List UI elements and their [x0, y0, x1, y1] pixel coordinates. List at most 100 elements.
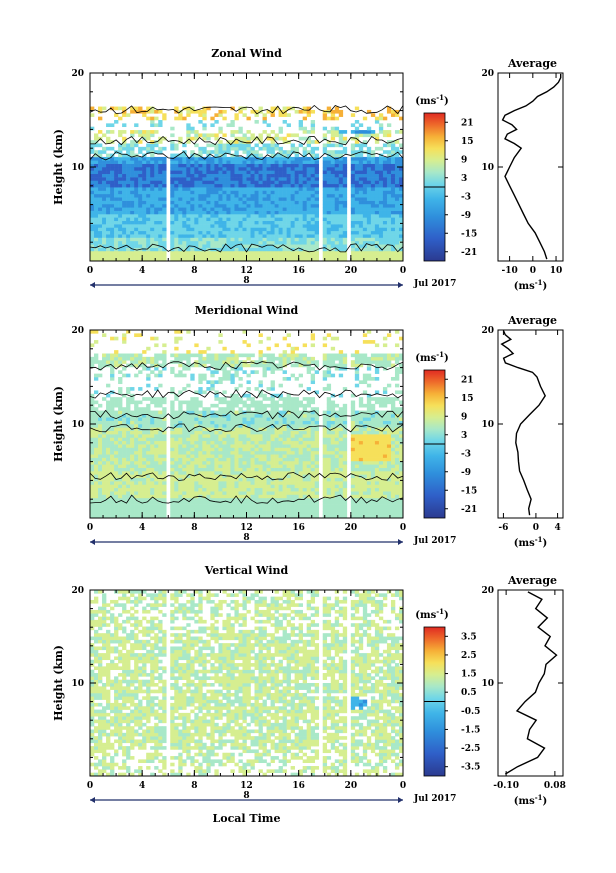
heatmap-cell	[202, 427, 207, 432]
heatmap-cell	[222, 407, 227, 411]
heatmap-cell	[182, 514, 187, 519]
heatmap-cell	[206, 234, 211, 238]
heatmap-cell	[114, 156, 119, 161]
heatmap-cell	[298, 177, 303, 181]
heatmap-cell	[234, 244, 239, 248]
heatmap-cell	[230, 477, 235, 482]
heatmap-cell	[394, 244, 400, 248]
heatmap-cell	[174, 437, 179, 442]
heatmap-cell	[382, 170, 388, 175]
heatmap-cell	[158, 214, 163, 218]
heatmap-cell	[382, 230, 388, 235]
heatmap-cell	[294, 227, 299, 232]
heatmap-cell	[118, 200, 123, 205]
heatmap-cell	[274, 366, 279, 371]
heatmap-cell	[182, 366, 187, 371]
heatmap-cell	[374, 133, 380, 138]
heatmap-cell	[134, 197, 139, 201]
heatmap-cell	[306, 143, 311, 148]
heatmap-cell	[154, 234, 159, 238]
heatmap-cell	[182, 454, 187, 458]
heatmap-cell	[154, 247, 159, 252]
heatmap-cell	[230, 497, 235, 502]
heatmap-cell	[142, 130, 147, 134]
heatmap-cell	[218, 140, 223, 144]
heatmap-cell	[362, 160, 368, 164]
heatmap-cell	[250, 167, 255, 171]
heatmap-cell	[354, 210, 360, 215]
heatmap-cell	[342, 146, 348, 151]
heatmap-cell	[102, 424, 107, 428]
heatmap-cell	[182, 427, 187, 432]
heatmap-cell	[190, 424, 195, 428]
heatmap-cell	[282, 167, 287, 171]
heatmap-cell	[230, 444, 235, 448]
heatmap-cell	[370, 234, 376, 238]
heatmap-cell	[190, 474, 195, 479]
heatmap-cell	[94, 484, 99, 489]
heatmap-cell	[222, 471, 227, 475]
heatmap-cell	[230, 170, 235, 175]
heatmap-cell	[238, 180, 243, 185]
heatmap-cell	[122, 501, 127, 505]
heatmap-cell	[198, 440, 203, 445]
heatmap-cell	[114, 511, 119, 515]
heatmap-cell	[186, 494, 191, 499]
heatmap-cell	[194, 360, 199, 364]
heatmap-cell	[390, 197, 396, 201]
panel-title: Zonal Wind	[211, 47, 282, 60]
heatmap-cell	[270, 200, 275, 205]
heatmap-cell	[186, 413, 191, 418]
heatmap-cell	[214, 413, 219, 418]
heatmap-cell	[226, 143, 231, 148]
heatmap-cell	[278, 250, 283, 255]
heatmap-cell	[94, 203, 99, 208]
heatmap-cell	[262, 373, 267, 378]
heatmap-cell	[138, 133, 143, 138]
heatmap-cell	[118, 254, 123, 258]
heatmap-cell	[330, 130, 336, 134]
heatmap-cell	[142, 173, 147, 178]
heatmap-cell	[130, 227, 135, 232]
heatmap-cell	[122, 123, 127, 128]
heatmap-cell	[234, 403, 239, 408]
heatmap-cell	[210, 387, 215, 391]
heatmap-cell	[126, 464, 131, 468]
heatmap-cell	[390, 113, 396, 117]
heatmap-cell	[270, 430, 275, 435]
heatmap-cell	[182, 200, 187, 205]
heatmap-cell	[366, 224, 372, 228]
heatmap-cell	[106, 234, 111, 238]
heatmap-cell	[174, 430, 179, 435]
heatmap-cell	[330, 237, 336, 242]
heatmap-cell	[310, 109, 316, 114]
heatmap-cell	[398, 163, 404, 168]
heatmap-cell	[106, 170, 111, 175]
heatmap-cell	[222, 180, 227, 185]
heatmap-cell	[338, 210, 344, 215]
heatmap-cell	[150, 106, 155, 111]
heatmap-cell	[206, 197, 211, 201]
heatmap-cell	[186, 383, 191, 388]
heatmap-cell	[102, 333, 107, 338]
heatmap-cell	[262, 190, 267, 195]
heatmap-cell	[314, 257, 320, 262]
heatmap-cell	[314, 244, 320, 248]
heatmap-cell	[222, 220, 227, 225]
heatmap-cell	[290, 247, 295, 252]
heatmap-cell	[158, 427, 163, 432]
heatmap-cell	[118, 450, 123, 455]
heatmap-cell	[258, 257, 263, 262]
heatmap-cell	[198, 434, 203, 438]
heatmap-cell	[274, 210, 279, 215]
heatmap-cell	[254, 150, 259, 154]
heatmap-cell	[142, 484, 147, 489]
heatmap-cell	[230, 393, 235, 398]
heatmap-cell	[250, 454, 255, 458]
heatmap-cell	[246, 437, 251, 442]
heatmap-cell	[222, 410, 227, 415]
heatmap-cell	[102, 363, 107, 368]
heatmap-cell	[146, 487, 151, 492]
heatmap-cell	[254, 407, 259, 411]
heatmap-cell	[266, 360, 271, 364]
